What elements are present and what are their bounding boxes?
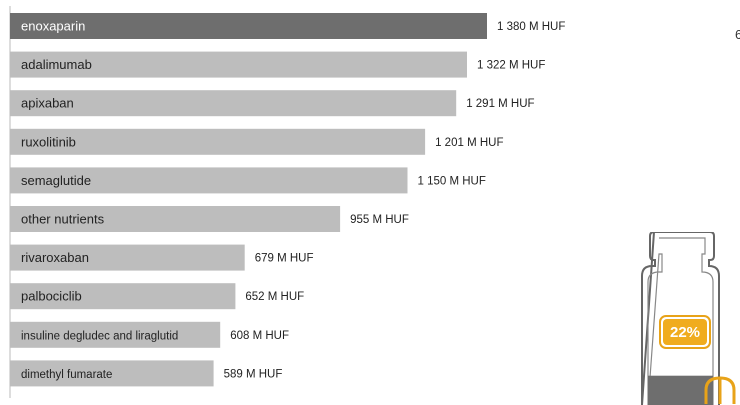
value-label-6: 679 M HUF: [255, 253, 314, 265]
category-label-1: adalimumab: [21, 57, 92, 72]
bar-2: [10, 90, 457, 117]
capsule-icon: [704, 376, 736, 404]
bar-8: [10, 321, 221, 348]
edge-text: 6: [735, 27, 740, 42]
percent-badge-text: 22%: [670, 324, 700, 341]
value-label-0: 1 380 M HUF: [497, 21, 565, 33]
category-label-9: dimethyl fumarate: [21, 369, 112, 381]
medicine-vial-graphic: 22%: [641, 232, 736, 405]
percent-badge-border: [659, 315, 711, 349]
bar-0: [10, 13, 487, 39]
bars-group: [10, 13, 487, 387]
category-label-3: ruxolitinib: [21, 134, 76, 149]
value-labels-group: 1 380 M HUF 1 322 M HUF 1 291 M HUF 1 201 M…: [224, 21, 566, 380]
value-label-7: 652 M HUF: [245, 291, 304, 303]
value-label-9: 589 M HUF: [224, 368, 283, 380]
value-label-4: 1 150 M HUF: [418, 175, 486, 187]
value-label-1: 1 322 M HUF: [477, 60, 545, 72]
category-label-0: enoxaparin: [21, 19, 85, 34]
category-label-7: palbociclib: [21, 289, 82, 304]
bar-4: [10, 167, 408, 194]
category-label-5: other nutrients: [21, 212, 105, 227]
vial-liquid-level: [648, 375, 713, 405]
category-label-6: rivaroxaban: [21, 250, 89, 265]
vial-outline: [641, 232, 720, 405]
category-label-8: insuline degludec and liraglutid: [21, 330, 178, 342]
category-labels-group: enoxaparin adalimumab apixaban ruxolitinib s…: [21, 19, 178, 381]
vial-inner-outline: [647, 237, 714, 405]
value-label-2: 1 291 M HUF: [466, 98, 534, 110]
bar-3: [10, 128, 426, 155]
value-label-8: 608 M HUF: [230, 330, 289, 342]
value-label-5: 955 M HUF: [350, 214, 409, 226]
value-label-3: 1 201 M HUF: [435, 137, 503, 149]
category-label-2: apixaban: [21, 96, 74, 111]
category-label-4: semaglutide: [21, 173, 91, 188]
bar-9: [10, 360, 214, 387]
bar-7: [10, 283, 236, 310]
bar-1: [10, 51, 467, 78]
bar-5: [10, 206, 341, 232]
percent-badge: [663, 319, 707, 345]
bar-6: [10, 244, 245, 271]
